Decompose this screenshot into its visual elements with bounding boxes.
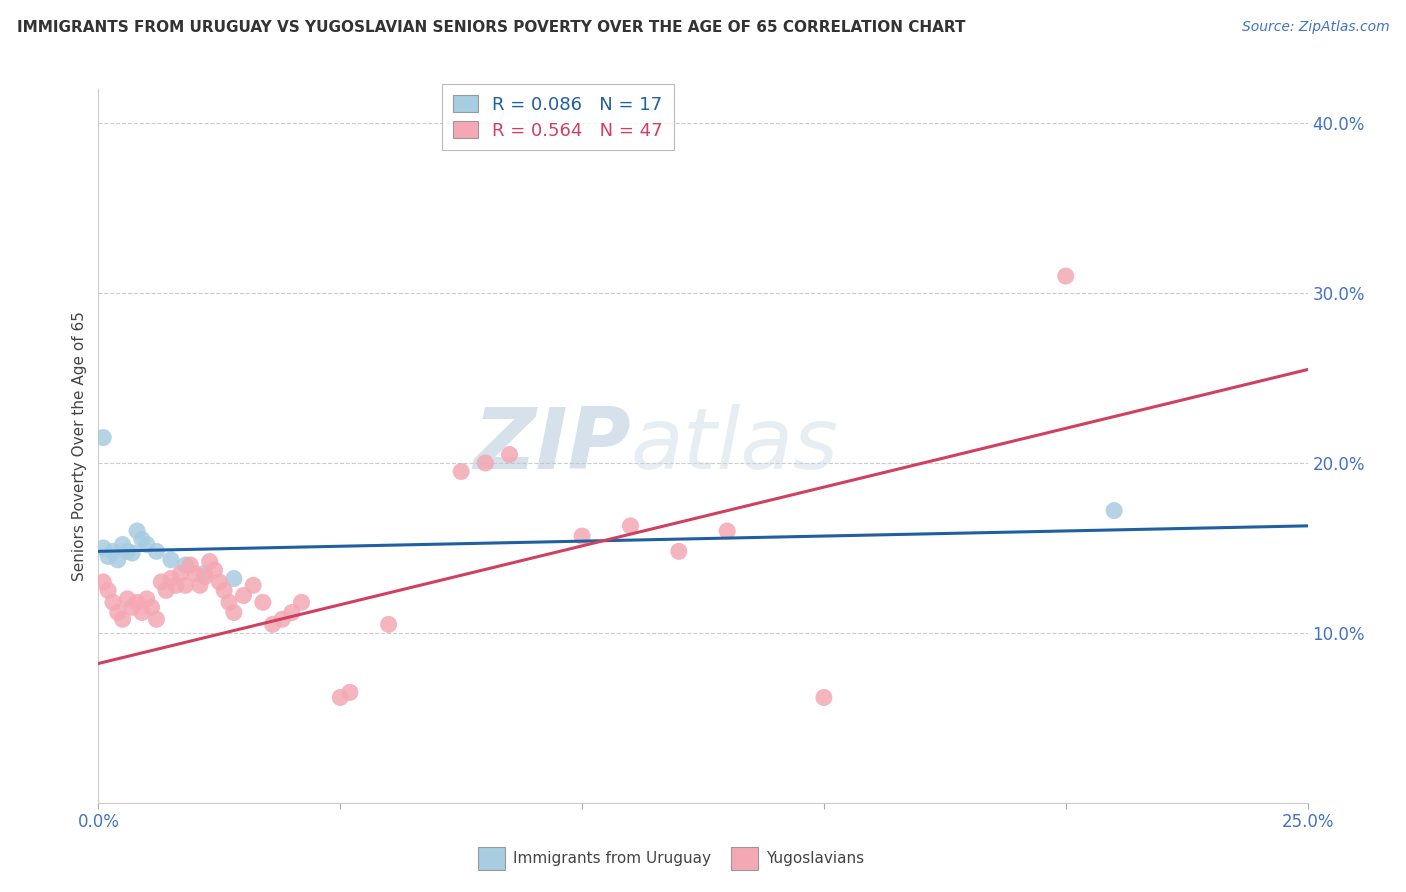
Point xyxy=(107,606,129,620)
Text: ZIP: ZIP xyxy=(472,404,630,488)
Point xyxy=(204,563,226,577)
Point xyxy=(111,537,134,551)
Text: Yugoslavians: Yugoslavians xyxy=(766,852,865,866)
Point xyxy=(498,448,520,462)
Point xyxy=(150,574,173,589)
Point xyxy=(194,566,217,581)
Point xyxy=(198,555,221,569)
Y-axis label: Seniors Poverty Over the Age of 65: Seniors Poverty Over the Age of 65 xyxy=(72,311,87,581)
Point xyxy=(155,583,177,598)
Point xyxy=(716,524,738,538)
Point xyxy=(222,606,245,620)
Legend: R = 0.086   N = 17, R = 0.564   N = 47: R = 0.086 N = 17, R = 0.564 N = 47 xyxy=(441,84,673,151)
Point xyxy=(450,465,472,479)
Point xyxy=(131,533,153,547)
Point xyxy=(97,549,120,564)
Point xyxy=(218,595,240,609)
Point xyxy=(174,578,197,592)
Point xyxy=(127,595,149,609)
Point xyxy=(160,553,183,567)
Point xyxy=(271,612,294,626)
Point xyxy=(165,578,187,592)
Point xyxy=(160,572,183,586)
Text: IMMIGRANTS FROM URUGUAY VS YUGOSLAVIAN SENIORS POVERTY OVER THE AGE OF 65 CORREL: IMMIGRANTS FROM URUGUAY VS YUGOSLAVIAN S… xyxy=(17,20,966,35)
Point xyxy=(339,685,361,699)
Point xyxy=(145,544,167,558)
Point xyxy=(252,595,274,609)
Point xyxy=(222,572,245,586)
Point xyxy=(474,456,496,470)
Point xyxy=(242,578,264,592)
Point xyxy=(208,574,231,589)
Point xyxy=(135,591,157,606)
Point xyxy=(281,606,304,620)
Point xyxy=(169,566,191,581)
Point xyxy=(117,591,139,606)
Text: Immigrants from Uruguay: Immigrants from Uruguay xyxy=(513,852,711,866)
Point xyxy=(91,541,114,555)
Point xyxy=(188,578,211,592)
Point xyxy=(131,606,153,620)
Point xyxy=(174,558,197,572)
Point xyxy=(668,544,690,558)
Text: Source: ZipAtlas.com: Source: ZipAtlas.com xyxy=(1241,20,1389,34)
Point xyxy=(184,566,207,581)
Point xyxy=(571,529,593,543)
Point xyxy=(262,617,284,632)
Point xyxy=(91,574,114,589)
Point xyxy=(179,558,201,572)
Point xyxy=(212,583,235,598)
Point xyxy=(91,430,114,444)
Point xyxy=(111,612,134,626)
Point xyxy=(117,544,139,558)
Point xyxy=(121,546,143,560)
Point xyxy=(1054,269,1077,284)
Point xyxy=(127,524,149,538)
Point xyxy=(107,553,129,567)
Point xyxy=(97,583,120,598)
Point xyxy=(135,537,157,551)
Point xyxy=(232,589,254,603)
Point xyxy=(101,595,124,609)
Point xyxy=(813,690,835,705)
Text: atlas: atlas xyxy=(630,404,838,488)
Point xyxy=(377,617,399,632)
Point xyxy=(141,600,163,615)
Point xyxy=(329,690,352,705)
Point xyxy=(145,612,167,626)
Point xyxy=(121,600,143,615)
Point xyxy=(194,570,217,584)
Point xyxy=(101,544,124,558)
Point xyxy=(1102,503,1125,517)
Point xyxy=(619,519,641,533)
Point xyxy=(290,595,312,609)
